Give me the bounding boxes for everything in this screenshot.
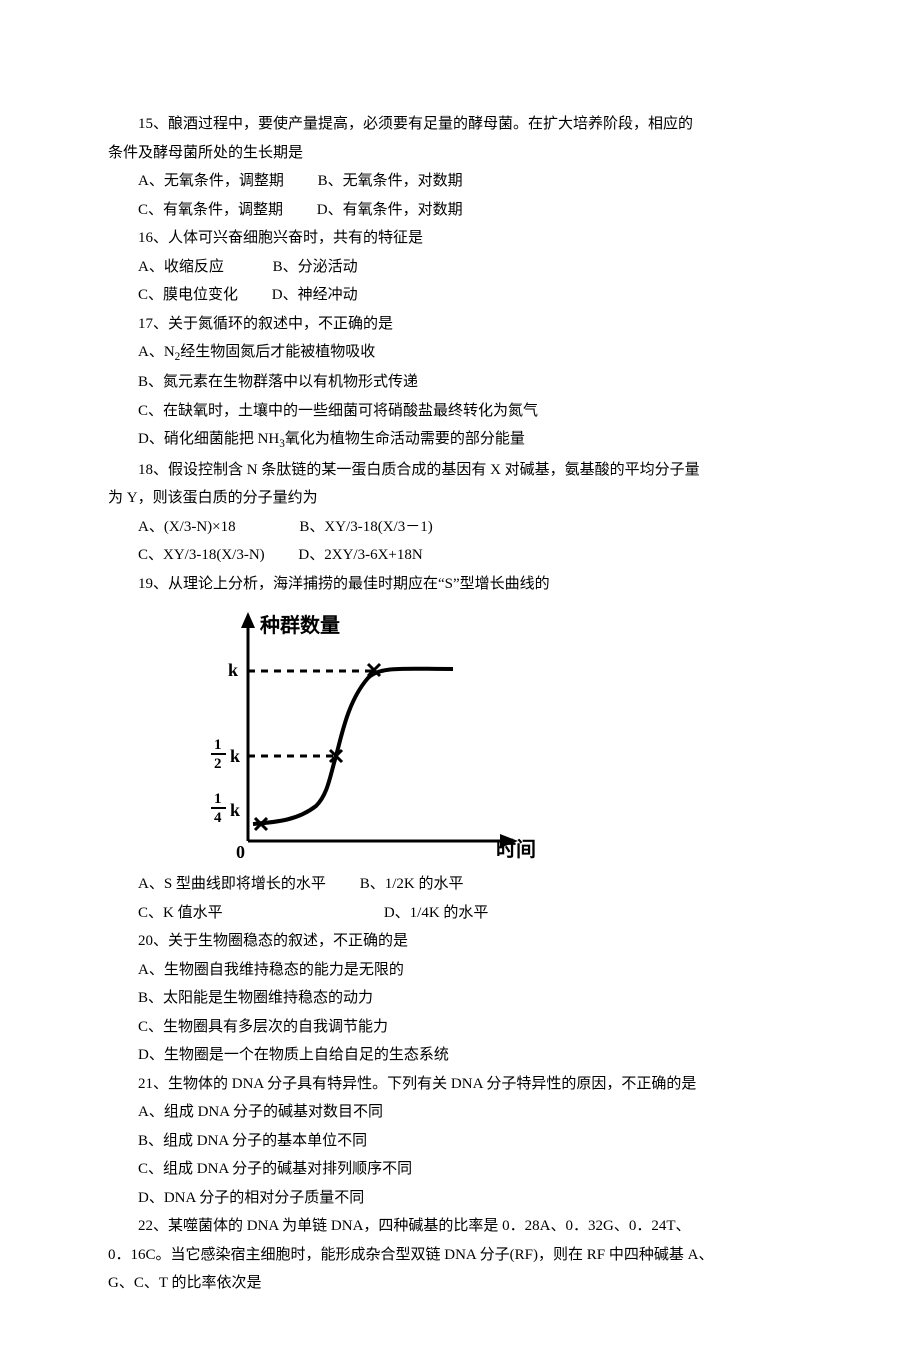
q17-d-pre: D、硝化细菌能把 NH xyxy=(138,431,279,447)
q19-options-row2: C、K 值水平 D、1/4K 的水平 xyxy=(108,899,812,928)
ytick-quarter-k: k xyxy=(230,800,240,820)
q20-option-c: C、生物圈具有多层次的自我调节能力 xyxy=(108,1013,812,1042)
q22-stem-line2: 0．16C。当它感染宿主细胞时，能形成杂合型双链 DNA 分子(RF)，则在 R… xyxy=(108,1241,812,1270)
q16-option-a: A、收缩反应 xyxy=(138,259,224,275)
q17-option-d: D、硝化细菌能把 NH3氧化为植物生命活动需要的部分能量 xyxy=(108,425,812,455)
q18-stem-line1: 18、假设控制含 N 条肽链的某一蛋白质合成的基因有 X 对碱基，氨基酸的平均分… xyxy=(108,456,812,485)
q19-stem: 19、从理论上分析，海洋捕捞的最佳时期应在“S”型增长曲线的 xyxy=(108,570,812,599)
q20-option-d: D、生物圈是一个在物质上自给自足的生态系统 xyxy=(108,1041,812,1070)
q19-options-row1: A、S 型曲线即将增长的水平 B、1/2K 的水平 xyxy=(108,870,812,899)
q22-stem-line3: G、C、T 的比率依次是 xyxy=(108,1269,812,1298)
q18-option-c: C、XY/3-18(X/3-N) xyxy=(138,547,265,563)
ytick-quarter-num: 1 xyxy=(214,791,222,807)
y-axis-label: 种群数量 xyxy=(259,613,340,637)
q19-option-b: B、1/2K 的水平 xyxy=(360,876,464,892)
q21-option-b: B、组成 DNA 分子的基本单位不同 xyxy=(108,1127,812,1156)
q15-option-d: D、有氧条件，对数期 xyxy=(317,202,463,218)
q18-option-d: D、2XY/3-6X+18N xyxy=(298,547,422,563)
q16-option-d: D、神经冲动 xyxy=(272,287,358,303)
q20-option-b: B、太阳能是生物圈维持稳态的动力 xyxy=(108,984,812,1013)
q15-option-b: B、无氧条件，对数期 xyxy=(318,173,463,189)
s-curve-chart: 种群数量 时间 0 k 1 2 k 1 4 k xyxy=(198,606,538,866)
q16-options-row1: A、收缩反应 B、分泌活动 xyxy=(108,253,812,282)
ytick-half-k: k xyxy=(230,746,240,766)
q20-stem: 20、关于生物圈稳态的叙述，不正确的是 xyxy=(108,927,812,956)
q21-option-a: A、组成 DNA 分子的碱基对数目不同 xyxy=(108,1098,812,1127)
q16-options-row2: C、膜电位变化 D、神经冲动 xyxy=(108,281,812,310)
q15-stem-line1: 15、酿酒过程中，要使产量提高，必须要有足量的酵母菌。在扩大培养阶段，相应的 xyxy=(108,110,812,139)
q17-option-c: C、在缺氧时，土壤中的一些细菌可将硝酸盐最终转化为氮气 xyxy=(108,397,812,426)
q15-option-c: C、有氧条件，调整期 xyxy=(138,202,283,218)
q17-d-post: 氧化为植物生命活动需要的部分能量 xyxy=(285,431,525,447)
q21-stem: 21、生物体的 DNA 分子具有特异性。下列有关 DNA 分子特异性的原因，不正… xyxy=(108,1070,812,1099)
q17-option-b: B、氮元素在生物群落中以有机物形式传递 xyxy=(108,368,812,397)
q15-options-row1: A、无氧条件，调整期 B、无氧条件，对数期 xyxy=(108,167,812,196)
x-axis-label: 时间 xyxy=(496,838,536,861)
q17-stem: 17、关于氮循环的叙述中，不正确的是 xyxy=(108,310,812,339)
q19-figure: 种群数量 时间 0 k 1 2 k 1 4 k xyxy=(198,606,812,866)
q16-option-b: B、分泌活动 xyxy=(273,259,358,275)
s-curve xyxy=(253,669,453,824)
ytick-half-num: 1 xyxy=(214,737,222,753)
q21-option-c: C、组成 DNA 分子的碱基对排列顺序不同 xyxy=(108,1155,812,1184)
q18-option-a: A、(X/3-N)×18 xyxy=(138,519,236,535)
y-axis-arrow-icon xyxy=(241,612,255,628)
q20-option-a: A、生物圈自我维持稳态的能力是无限的 xyxy=(108,956,812,985)
q17-a-pre: A、N xyxy=(138,344,175,360)
q16-option-c: C、膜电位变化 xyxy=(138,287,238,303)
q19-option-c: C、K 值水平 xyxy=(138,905,223,921)
q19-option-a: A、S 型曲线即将增长的水平 xyxy=(138,876,326,892)
ytick-half-den: 2 xyxy=(214,756,222,772)
ytick-quarter-den: 4 xyxy=(214,810,222,826)
q16-stem: 16、人体可兴奋细胞兴奋时，共有的特征是 xyxy=(108,224,812,253)
q15-options-row2: C、有氧条件，调整期 D、有氧条件，对数期 xyxy=(108,196,812,225)
q18-options-row1: A、(X/3-N)×18 B、XY/3-18(X/3－1) xyxy=(108,513,812,542)
origin-label: 0 xyxy=(236,842,245,862)
q22-stem-line1: 22、某噬菌体的 DNA 为单链 DNA，四种碱基的比率是 0．28A、0．32… xyxy=(108,1212,812,1241)
q15-stem-line2: 条件及酵母菌所处的生长期是 xyxy=(108,139,812,168)
ytick-k: k xyxy=(228,660,238,680)
q18-stem-line2: 为 Y，则该蛋白质的分子量约为 xyxy=(108,484,812,513)
q19-option-d: D、1/4K 的水平 xyxy=(384,905,489,921)
q18-option-b: B、XY/3-18(X/3－1) xyxy=(299,519,432,535)
q21-option-d: D、DNA 分子的相对分子质量不同 xyxy=(108,1184,812,1213)
q17-option-a: A、N2经生物固氮后才能被植物吸收 xyxy=(108,338,812,368)
q18-options-row2: C、XY/3-18(X/3-N) D、2XY/3-6X+18N xyxy=(108,541,812,570)
q17-a-post: 经生物固氮后才能被植物吸收 xyxy=(180,344,375,360)
q15-option-a: A、无氧条件，调整期 xyxy=(138,173,284,189)
